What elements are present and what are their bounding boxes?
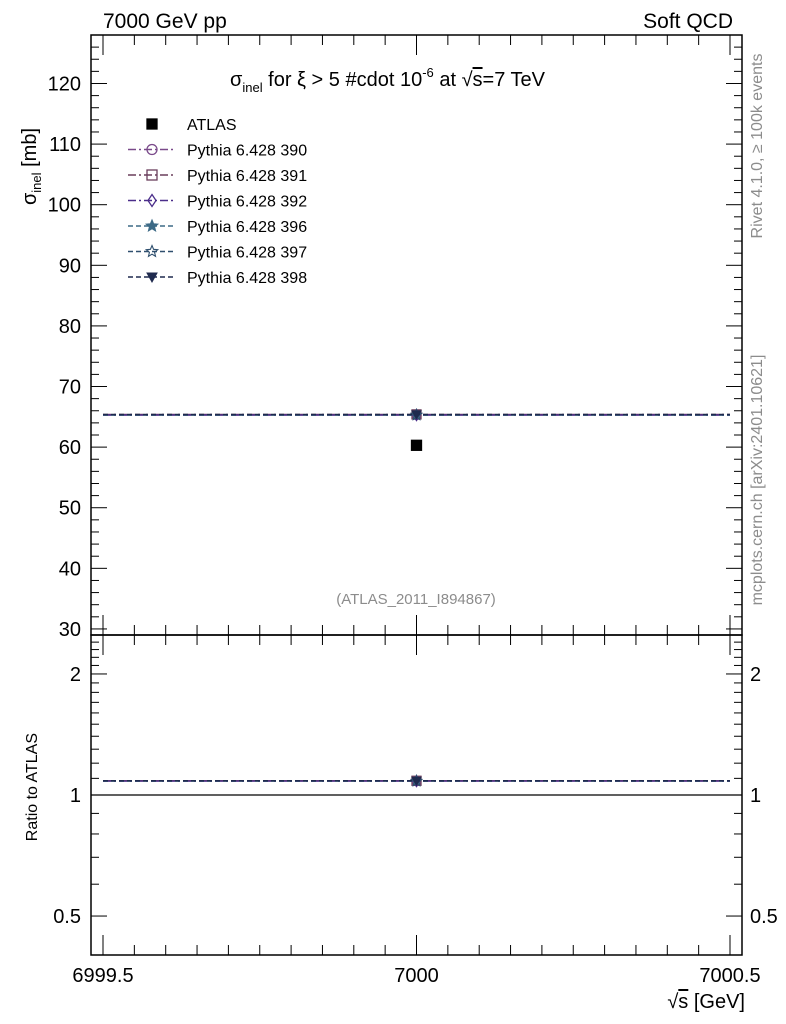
x-axis-ticks: 6999.5 7000 7000.5 <box>72 35 761 987</box>
x-tick-label: 7000.5 <box>699 965 760 987</box>
main-title: σinel for ξ > 5 #cdot 10-6 at √s=7 TeV <box>230 65 546 95</box>
x-tick-label: 7000 <box>394 965 439 987</box>
point-data <box>410 439 423 451</box>
title-sqrt-arg: s <box>473 69 483 91</box>
legend-label-pythia391: Pythia 6.428 391 <box>187 168 307 185</box>
main-ytick-label: 90 <box>59 255 81 277</box>
main-ytick-label: 80 <box>59 316 81 338</box>
header-right: Soft QCD <box>643 10 733 33</box>
mcplots-label: mcplots.cern.ch [arXiv:2401.10621] <box>749 355 766 606</box>
ratio-ytick-label-right: 1 <box>750 785 761 807</box>
legend-label-data: ATLAS <box>187 117 237 134</box>
main-ytick-label: 110 <box>49 134 81 156</box>
title-middle-sup: -6 <box>422 65 434 80</box>
legend-marker-pythia396 <box>144 218 160 233</box>
title-sqrt-sign: √ <box>462 69 473 91</box>
ratio-ytick-label-right: 2 <box>750 664 761 686</box>
legend-marker-pythia390 <box>146 143 158 156</box>
main-ytick-label: 100 <box>48 195 81 217</box>
ratio-point-pythia398 <box>411 776 422 787</box>
legend-marker-pythia398 <box>146 272 158 284</box>
header-left: 7000 GeV pp <box>103 10 227 33</box>
xlabel: √s [GeV] <box>667 991 745 1013</box>
legend-label-pythia398: Pythia 6.428 398 <box>187 270 307 287</box>
main-ytick-label: 120 <box>48 73 81 95</box>
title-sigma: σ <box>230 69 243 91</box>
ratio-ytick-label-right: 0.5 <box>750 906 778 928</box>
title-suffix-a: at <box>434 69 462 91</box>
legend-label-pythia396: Pythia 6.428 396 <box>187 219 307 236</box>
xlabel-arg: s <box>678 991 688 1013</box>
main-ytick-label: 30 <box>59 619 81 641</box>
legend: ATLAS Pythia 6.428 390 Pythia 6.428 391 Pyt… <box>128 117 307 287</box>
legend-marker-pythia391 <box>146 169 158 181</box>
legend-marker-pythia397 <box>144 244 160 258</box>
title-middle: for ξ > 5 #cdot 10 <box>263 69 423 91</box>
legend-marker-pythia392 <box>147 193 157 208</box>
title-suffix-b: =7 TeV <box>483 69 546 91</box>
ylabel-sigma: σ <box>19 192 41 205</box>
main-series-group <box>103 408 730 451</box>
ratio-ytick-label-left: 0.5 <box>53 906 81 928</box>
xlabel-unit: [GeV] <box>688 991 745 1013</box>
main-ytick-label: 40 <box>59 558 81 580</box>
rivet-label: Rivet 4.1.0, ≥ 100k events <box>749 54 766 239</box>
xlabel-sqrt: √ <box>667 991 678 1013</box>
ratio-ytick-label-left: 2 <box>70 664 81 686</box>
title-sigma-sub: inel <box>242 80 262 95</box>
main-ytick-label: 60 <box>59 437 81 459</box>
x-tick-label: 6999.5 <box>72 965 133 987</box>
main-ytick-label: 50 <box>59 498 81 520</box>
main-axis-ticks: 30 40 50 60 70 80 90 100 110 120 <box>48 34 742 641</box>
point-pythia398 <box>411 410 422 420</box>
main-ylabel: σinel [mb] <box>19 128 44 205</box>
ratio-axis-ticks: 0.5 0.5 1 1 2 2 <box>53 641 778 956</box>
ylabel-sub: inel <box>29 172 44 192</box>
ratio-series-group <box>103 774 730 788</box>
svg-text:σinel [mb]: σinel [mb] <box>19 128 44 205</box>
ylabel-unit: [mb] <box>19 128 41 172</box>
legend-label-pythia397: Pythia 6.428 397 <box>187 245 307 262</box>
ratio-ytick-label-left: 1 <box>70 785 81 807</box>
ratio-ylabel: Ratio to ATLAS <box>24 733 41 841</box>
main-ytick-label: 70 <box>59 377 81 399</box>
legend-marker-data <box>146 118 158 130</box>
legend-label-pythia390: Pythia 6.428 390 <box>187 143 307 160</box>
analysis-id: (ATLAS_2011_I894867) <box>336 591 496 608</box>
legend-label-pythia392: Pythia 6.428 392 <box>187 194 307 211</box>
